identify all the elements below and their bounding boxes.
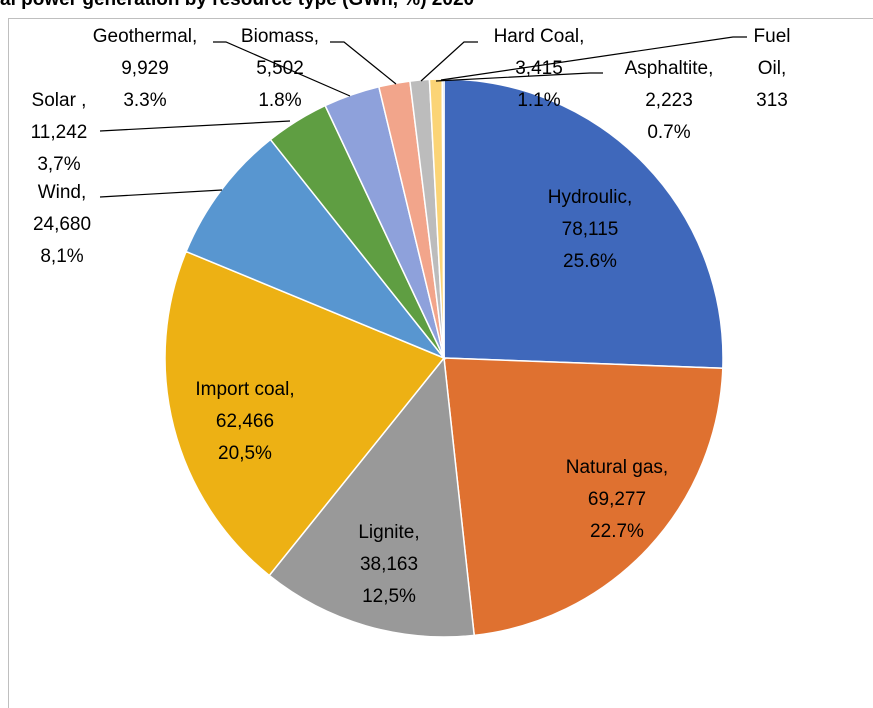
pie-slice bbox=[164, 250, 446, 577]
category-label: Natural gas, bbox=[565, 457, 669, 478]
data-label: Solar , 11,242 3,7% bbox=[31, 85, 88, 181]
category-label: Hard Coal, bbox=[493, 26, 585, 47]
category-label: Fuel Oil, bbox=[753, 26, 791, 79]
leader-line bbox=[99, 189, 223, 198]
value-label: 11,242 bbox=[30, 122, 88, 143]
data-label: Hard Coal, 3,415 1.1% bbox=[494, 21, 585, 117]
category-label: Biomass, bbox=[240, 26, 320, 47]
value-label: 313 bbox=[756, 90, 788, 111]
leader-line bbox=[213, 41, 351, 97]
category-label: Solar , bbox=[31, 90, 87, 111]
percent-label: 25.6% bbox=[563, 251, 617, 272]
category-label: Wind, bbox=[37, 182, 87, 203]
data-label: Natural gas, 69,277 22.7% bbox=[566, 452, 668, 548]
percent-label: 3,7% bbox=[37, 154, 81, 175]
pie-slice bbox=[443, 357, 724, 637]
data-label: Biomass, 5,502 1.8% bbox=[241, 21, 319, 117]
percent-label: 3.3% bbox=[123, 90, 167, 111]
pie bbox=[164, 78, 724, 638]
leader-line bbox=[330, 41, 397, 85]
percent-label: 20,5% bbox=[218, 443, 272, 464]
percent-label: 0.7% bbox=[647, 122, 691, 143]
chart-frame bbox=[8, 18, 873, 708]
percent-label: 1.1% bbox=[517, 90, 561, 111]
data-label: Import coal, 62,466 20,5% bbox=[195, 374, 294, 470]
percent-label: 22.7% bbox=[590, 521, 644, 542]
pie-slice bbox=[443, 78, 724, 370]
value-label: 62,466 bbox=[215, 411, 275, 432]
value-label: 9,929 bbox=[121, 58, 169, 79]
data-label: Asphaltite, 2,223 0.7% bbox=[625, 53, 714, 149]
value-label: 38,163 bbox=[359, 554, 419, 575]
value-label: 69,277 bbox=[587, 489, 647, 510]
value-label: 5,502 bbox=[256, 58, 304, 79]
value-label: 78,115 bbox=[561, 219, 619, 240]
percent-label: 1.8% bbox=[258, 90, 302, 111]
leader-lines bbox=[99, 36, 747, 198]
data-label: Hydroulic, 78,115 25.6% bbox=[548, 182, 632, 278]
value-label: 24,680 bbox=[32, 214, 92, 235]
category-label: Geothermal, bbox=[92, 26, 198, 47]
chart-title: al power generation by resource type (GW… bbox=[0, 0, 474, 11]
data-label: Fuel Oil, 313 bbox=[747, 21, 797, 117]
leader-line bbox=[420, 41, 478, 82]
category-label: Asphaltite, bbox=[624, 58, 714, 79]
data-label: Wind, 24,680 8,1% bbox=[33, 177, 91, 273]
category-label: Hydroulic, bbox=[547, 187, 633, 208]
leader-line bbox=[99, 120, 291, 132]
pie-slice bbox=[268, 356, 476, 638]
category-label: Lignite, bbox=[358, 522, 420, 543]
percent-label: 12,5% bbox=[362, 586, 416, 607]
data-label: Geothermal, 9,929 3.3% bbox=[93, 21, 198, 117]
data-label: Lignite, 38,163 12,5% bbox=[358, 517, 419, 613]
percent-label: 8,1% bbox=[40, 246, 84, 267]
category-label: Import coal, bbox=[195, 379, 295, 400]
value-label: 3,415 bbox=[515, 58, 563, 79]
value-label: 2,223 bbox=[645, 90, 693, 111]
leader-line bbox=[435, 72, 603, 82]
leader-line bbox=[440, 36, 747, 81]
